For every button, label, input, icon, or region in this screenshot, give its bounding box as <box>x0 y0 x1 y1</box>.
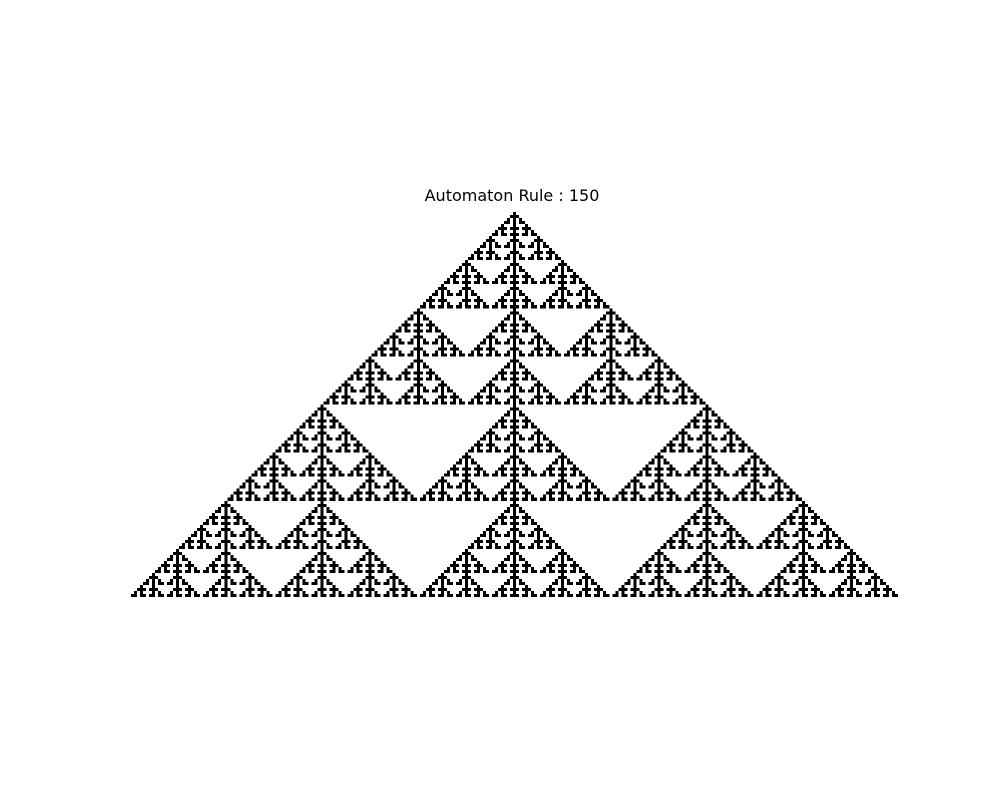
automaton-image <box>128 212 898 597</box>
plot-title: Automaton Rule : 150 <box>424 186 600 205</box>
